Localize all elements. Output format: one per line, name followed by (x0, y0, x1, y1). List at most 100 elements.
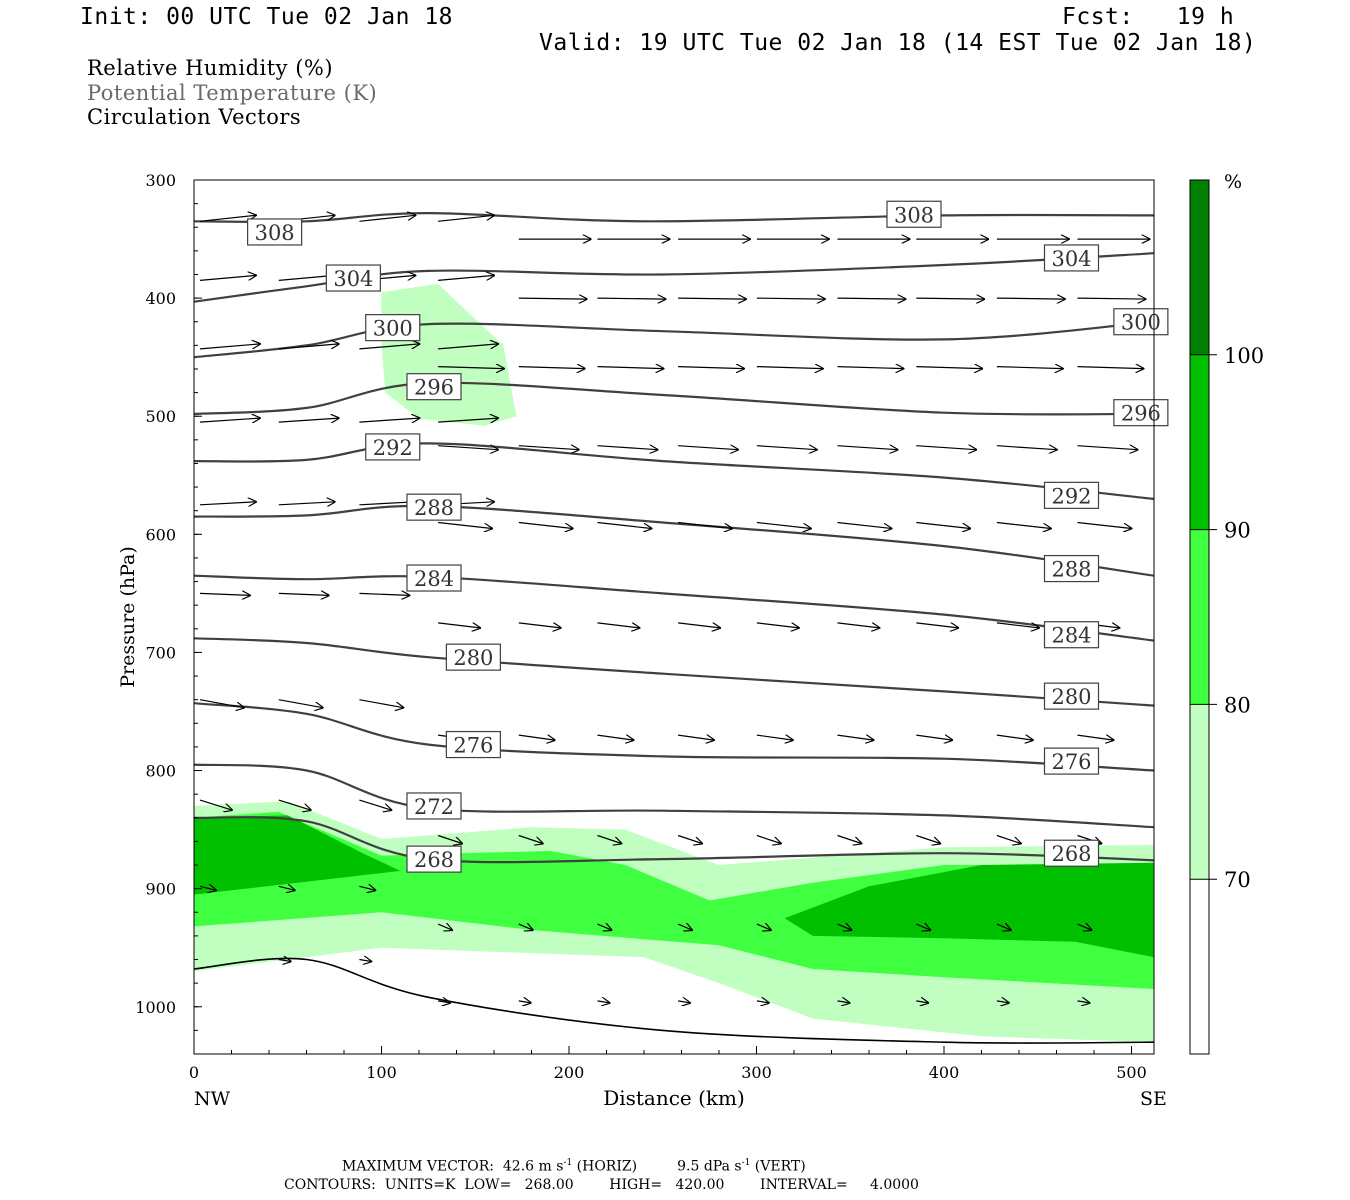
circulation-vector (1077, 1001, 1090, 1003)
contour-label-296: 296 (406, 373, 462, 401)
circulation-vector (438, 344, 498, 350)
circulation-vector (1077, 924, 1092, 930)
circulation-vector (678, 734, 714, 740)
circulation-vector (597, 1001, 610, 1003)
circulation-vector (199, 799, 232, 810)
contour-label-284: 284 (1043, 621, 1100, 649)
theta-contour-280 (194, 637, 1154, 707)
circulation-vector (199, 275, 256, 281)
circulation-vector (837, 521, 892, 529)
circulation-vector (518, 622, 561, 628)
circulation-vector (996, 734, 1033, 740)
y-tick-label: 900 (145, 880, 176, 899)
circulation-vector (916, 734, 952, 740)
circulation-vector (756, 446, 817, 450)
contour-label-308: 308 (247, 218, 303, 246)
y-axis-label: Pressure (hPa) (117, 546, 139, 688)
circulation-vector (199, 886, 216, 890)
circulation-vector (1077, 298, 1146, 299)
circulation-vector (678, 622, 720, 628)
theta-contour-288 (194, 504, 1154, 577)
circulation-vector (837, 622, 880, 628)
circulation-vector (438, 446, 498, 450)
circulation-vector (359, 344, 419, 350)
theta-contour-284 (194, 574, 1154, 642)
svg-text:308: 308 (255, 221, 295, 245)
svg-text:268: 268 (414, 848, 454, 872)
svg-text:284: 284 (1051, 624, 1091, 648)
y-tick-label: 1000 (135, 998, 176, 1017)
y-tick-label: 300 (145, 171, 176, 190)
rh-region-90-100 (784, 862, 1154, 958)
contour-label-272: 272 (406, 792, 462, 820)
contour-label-300: 300 (1113, 308, 1169, 336)
rh-region-90-100 (194, 815, 401, 895)
theta-contour-304 (194, 252, 1154, 303)
circulation-vector (437, 834, 462, 844)
circulation-vector (199, 699, 244, 708)
forecast-hour: Fcst: 19 h (1062, 4, 1235, 30)
svg-text:300: 300 (373, 317, 413, 341)
circulation-vector (996, 298, 1065, 299)
circulation-vector (837, 1001, 850, 1003)
x-end-label-left: NW (194, 1088, 231, 1110)
svg-text:304: 304 (1051, 247, 1091, 271)
circulation-vector (359, 886, 375, 890)
circulation-vector (597, 622, 640, 628)
theta-contour-292 (194, 442, 1154, 500)
circulation-vector (837, 834, 862, 844)
contour-label-268: 268 (406, 845, 462, 873)
colorbar-level-label: 70 (1224, 868, 1251, 892)
contour-label-288: 288 (1043, 554, 1100, 583)
circulation-vector (278, 960, 291, 962)
legend-theta: Potential Temperature (K) (87, 81, 378, 105)
circulation-vector (756, 298, 825, 299)
circulation-vector (597, 834, 622, 844)
circulation-vector (278, 418, 339, 422)
circulation-vector (1077, 521, 1132, 529)
x-end-label-right: SE (1140, 1088, 1167, 1110)
colorbar-unit: % (1224, 171, 1242, 193)
rh-region-70-80 (381, 283, 517, 426)
contour-label-300: 300 (365, 314, 421, 342)
circulation-vector (278, 886, 295, 890)
svg-text:288: 288 (414, 496, 454, 520)
svg-text:276: 276 (1051, 750, 1091, 774)
circulation-vector (597, 367, 664, 369)
circulation-vector (278, 799, 311, 810)
circulation-vector (518, 367, 585, 369)
theta-contour-308 (194, 211, 1154, 224)
contour-label-276: 276 (445, 730, 501, 759)
circulation-vector (199, 215, 256, 222)
x-tick-label: 100 (366, 1063, 397, 1082)
circulation-vector (837, 924, 852, 930)
contour-label-296: 296 (1113, 399, 1169, 427)
svg-text:288: 288 (1051, 558, 1091, 582)
contour-label-292: 292 (365, 433, 421, 461)
circulation-vector (837, 446, 898, 450)
circulation-vector (359, 215, 415, 222)
circulation-vector (597, 521, 652, 529)
contour-label-280: 280 (1043, 682, 1100, 710)
svg-text:296: 296 (1121, 402, 1161, 426)
y-tick-label: 500 (145, 407, 176, 426)
circulation-vector (278, 502, 335, 505)
colorbar-level-label: 100 (1224, 344, 1264, 368)
circulation-vector (996, 834, 1021, 844)
circulation-vector (359, 799, 391, 810)
circulation-vector (996, 521, 1051, 529)
y-tick-label: 600 (145, 525, 176, 544)
axes: 0 100 200 300 400 500 300 400 500 600 700 800 900 100… (135, 171, 1146, 1082)
circulation-vector (359, 593, 409, 595)
circulation-vector (916, 1001, 928, 1003)
colorbar-segment (1190, 180, 1209, 355)
plot-frame (193, 179, 1155, 1055)
circulation-vector (1077, 446, 1138, 450)
circulation-vector (438, 418, 498, 422)
contour-label-304: 304 (325, 264, 381, 292)
circulation-vector (756, 622, 799, 628)
circulation-vector (597, 924, 612, 930)
circulation-vector (756, 924, 771, 930)
circulation-vector (916, 834, 940, 844)
circulation-vector (996, 367, 1063, 369)
